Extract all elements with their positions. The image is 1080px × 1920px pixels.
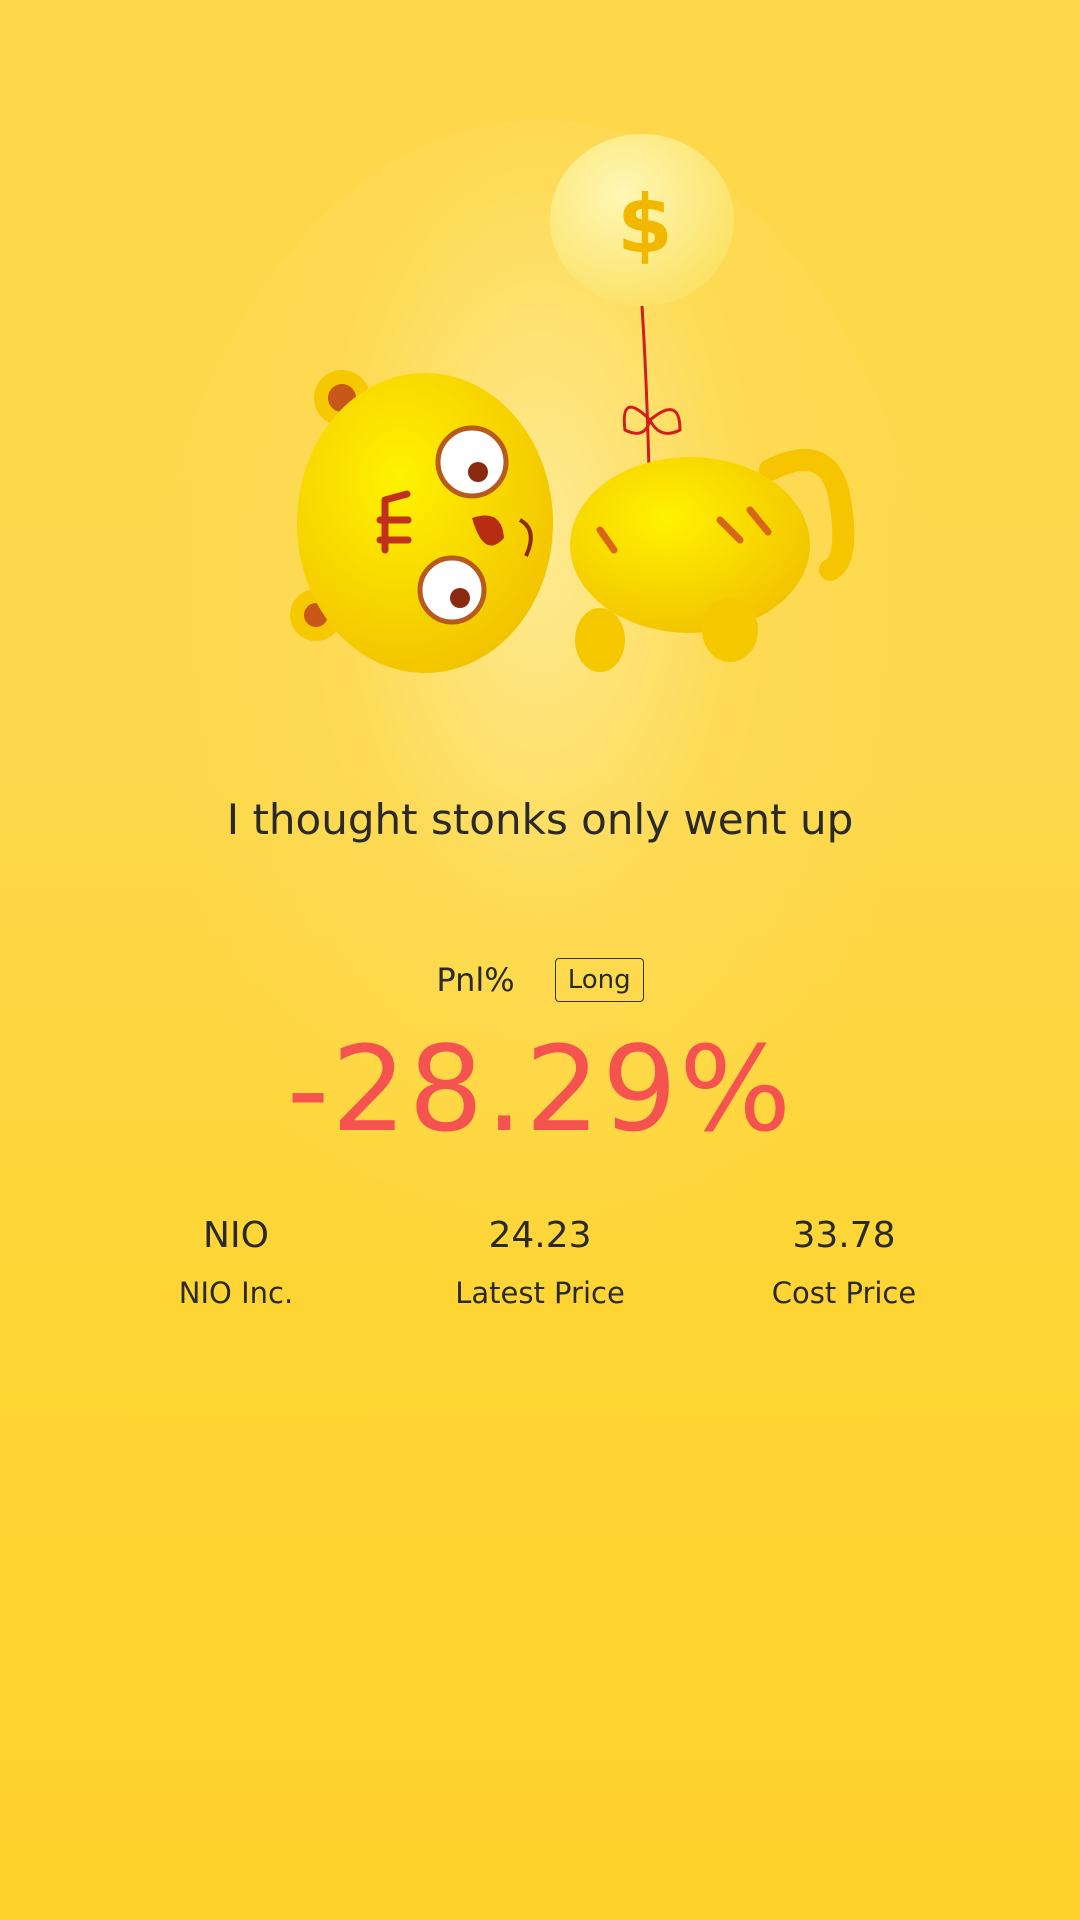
stat-value: NIO <box>203 1215 269 1256</box>
dollar-sign: $ <box>617 178 673 271</box>
stat-symbol: NIO NIO Inc. <box>84 1215 388 1310</box>
stats-row: NIO NIO Inc. 24.23 Latest Price 33.78 Co… <box>84 1215 996 1310</box>
stat-label: Cost Price <box>771 1276 917 1310</box>
headline: I thought stonks only went up <box>226 795 854 844</box>
tiger-with-dollar-balloon-icon: $ <box>290 134 855 673</box>
position-direction-badge: Long <box>554 958 644 1002</box>
stat-value: 33.78 <box>792 1215 896 1256</box>
pnl-header: Pnl% Long <box>0 958 1080 1002</box>
pnl-value: -28.29% <box>286 1020 794 1158</box>
pnl-label: Pnl% <box>436 961 515 999</box>
stat-latest-price: 24.23 Latest Price <box>388 1215 692 1310</box>
stat-cost-price: 33.78 Cost Price <box>692 1215 996 1310</box>
stat-value: 24.23 <box>488 1215 592 1256</box>
background-glow <box>140 120 940 1320</box>
stat-label: NIO Inc. <box>178 1276 294 1310</box>
stat-label: Latest Price <box>455 1276 625 1310</box>
